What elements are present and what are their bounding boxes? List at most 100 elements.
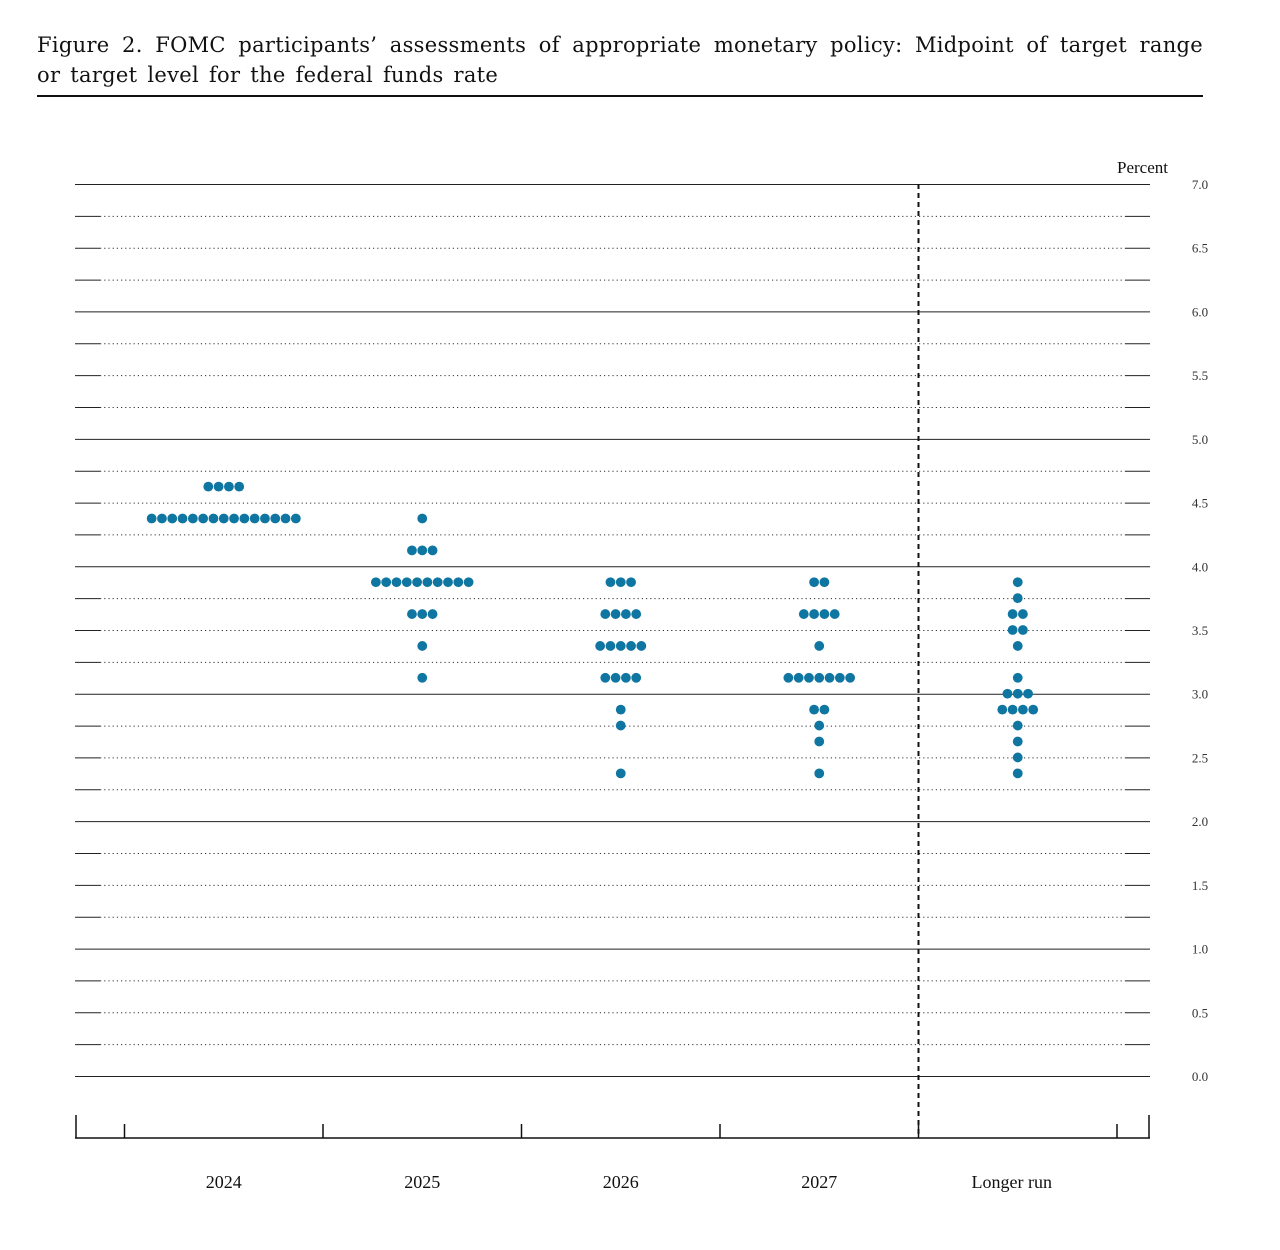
participant-dot: [1002, 688, 1013, 699]
y-tick-label: 4.0: [1192, 559, 1208, 574]
participant-dot: [595, 641, 606, 651]
x-category-label: 2024: [206, 1172, 242, 1192]
participant-dot: [177, 513, 188, 524]
participant-dot: [381, 577, 392, 588]
participant-dot: [229, 513, 239, 524]
participant-dot: [1023, 688, 1033, 699]
participant-dot: [417, 513, 428, 524]
participant-dot: [1012, 593, 1023, 604]
y-tick-label: 0.5: [1192, 1005, 1208, 1020]
participant-dot: [167, 513, 178, 524]
y-tick-label: 1.0: [1192, 942, 1208, 957]
participant-dot: [1007, 625, 1018, 635]
participant-dot: [814, 736, 825, 747]
participant-dot: [187, 513, 198, 524]
participant-dot: [845, 672, 856, 683]
participant-dot: [371, 577, 381, 588]
participant-dot: [804, 672, 814, 683]
participant-dot: [615, 768, 626, 779]
participant-dot: [224, 481, 234, 492]
participant-dot: [1012, 577, 1023, 588]
participant-dot: [417, 641, 428, 651]
participant-dot: [610, 672, 621, 683]
y-tick-label: 5.0: [1192, 432, 1208, 447]
participant-dot: [1018, 704, 1028, 715]
participant-dot: [600, 609, 611, 619]
participant-dot: [615, 704, 626, 715]
participant-dot: [636, 641, 647, 651]
participant-dot: [453, 577, 464, 588]
participant-dot: [203, 481, 214, 492]
participant-dot: [814, 672, 825, 683]
participant-dot: [443, 577, 453, 588]
participant-dot: [631, 672, 642, 683]
participant-dot: [208, 513, 219, 524]
participant-dot: [234, 481, 245, 492]
x-category-label: 2026: [603, 1172, 639, 1192]
participant-dot: [1012, 688, 1023, 699]
participant-dot: [463, 577, 474, 588]
y-tick-label: 6.0: [1192, 304, 1208, 319]
y-tick-label: 6.5: [1192, 241, 1208, 256]
participant-dot: [239, 513, 250, 524]
participant-dot: [809, 609, 819, 619]
participant-dot: [1012, 641, 1023, 651]
y-tick-label: 2.0: [1192, 814, 1208, 829]
participant-dot: [146, 513, 157, 524]
x-category-label: Longer run: [972, 1172, 1052, 1192]
participant-dot: [814, 768, 825, 779]
participant-dot: [631, 609, 642, 619]
participant-dot: [829, 609, 840, 619]
participant-dot: [814, 641, 825, 651]
participant-dot: [407, 609, 417, 619]
y-tick-label: 7.0: [1192, 177, 1208, 192]
participant-dot: [1012, 768, 1023, 779]
y-tick-label: 1.5: [1192, 878, 1208, 893]
participant-dot: [824, 672, 835, 683]
title-rule: [37, 95, 1203, 97]
participant-dot: [290, 513, 301, 524]
participant-dot: [809, 704, 819, 715]
participant-dot: [1018, 625, 1028, 635]
participant-dot: [391, 577, 402, 588]
participant-dot: [280, 513, 291, 524]
participant-dot: [427, 609, 438, 619]
y-tick-label: 3.5: [1192, 623, 1208, 638]
participant-dot: [626, 577, 636, 588]
participant-dot: [1012, 752, 1023, 763]
participant-dot: [1018, 609, 1028, 619]
participant-dot: [997, 704, 1008, 715]
participant-dot: [798, 609, 809, 619]
participant-dot: [1028, 704, 1039, 715]
participant-dot: [260, 513, 270, 524]
participant-dot: [417, 545, 428, 556]
participant-dot: [417, 672, 428, 683]
y-tick-label: 2.5: [1192, 750, 1208, 765]
participant-dot: [417, 609, 428, 619]
participant-dot: [793, 672, 804, 683]
participant-dot: [412, 577, 422, 588]
x-category-label: 2027: [801, 1172, 837, 1192]
participant-dot: [270, 513, 281, 524]
participant-dot: [626, 641, 636, 651]
participant-dot: [1012, 736, 1023, 747]
participant-dot: [621, 672, 631, 683]
participant-dot: [610, 609, 621, 619]
participant-dot: [422, 577, 433, 588]
x-axis: [75, 184, 1150, 1139]
participant-dot: [819, 609, 830, 619]
y-tick-label: 5.5: [1192, 368, 1208, 383]
labels: 7.0 6.5 6.0 5.5 5.0 4.5 4.0 3.5 3.0 2.5 2.0 1.5 1.0 0…: [206, 158, 1208, 1192]
participant-dot: [218, 513, 229, 524]
participant-dot: [834, 672, 845, 683]
participant-dot: [615, 577, 626, 588]
y-tick-label: 4.5: [1192, 496, 1208, 511]
figure-title: Figure 2. FOMC participants’ assessments…: [37, 33, 1203, 87]
participant-dot: [814, 720, 825, 731]
x-category-label: 2025: [404, 1172, 440, 1192]
participant-dot: [213, 481, 224, 492]
gridlines: [75, 184, 1150, 1077]
participant-dot: [157, 513, 167, 524]
participant-dot: [1007, 704, 1018, 715]
